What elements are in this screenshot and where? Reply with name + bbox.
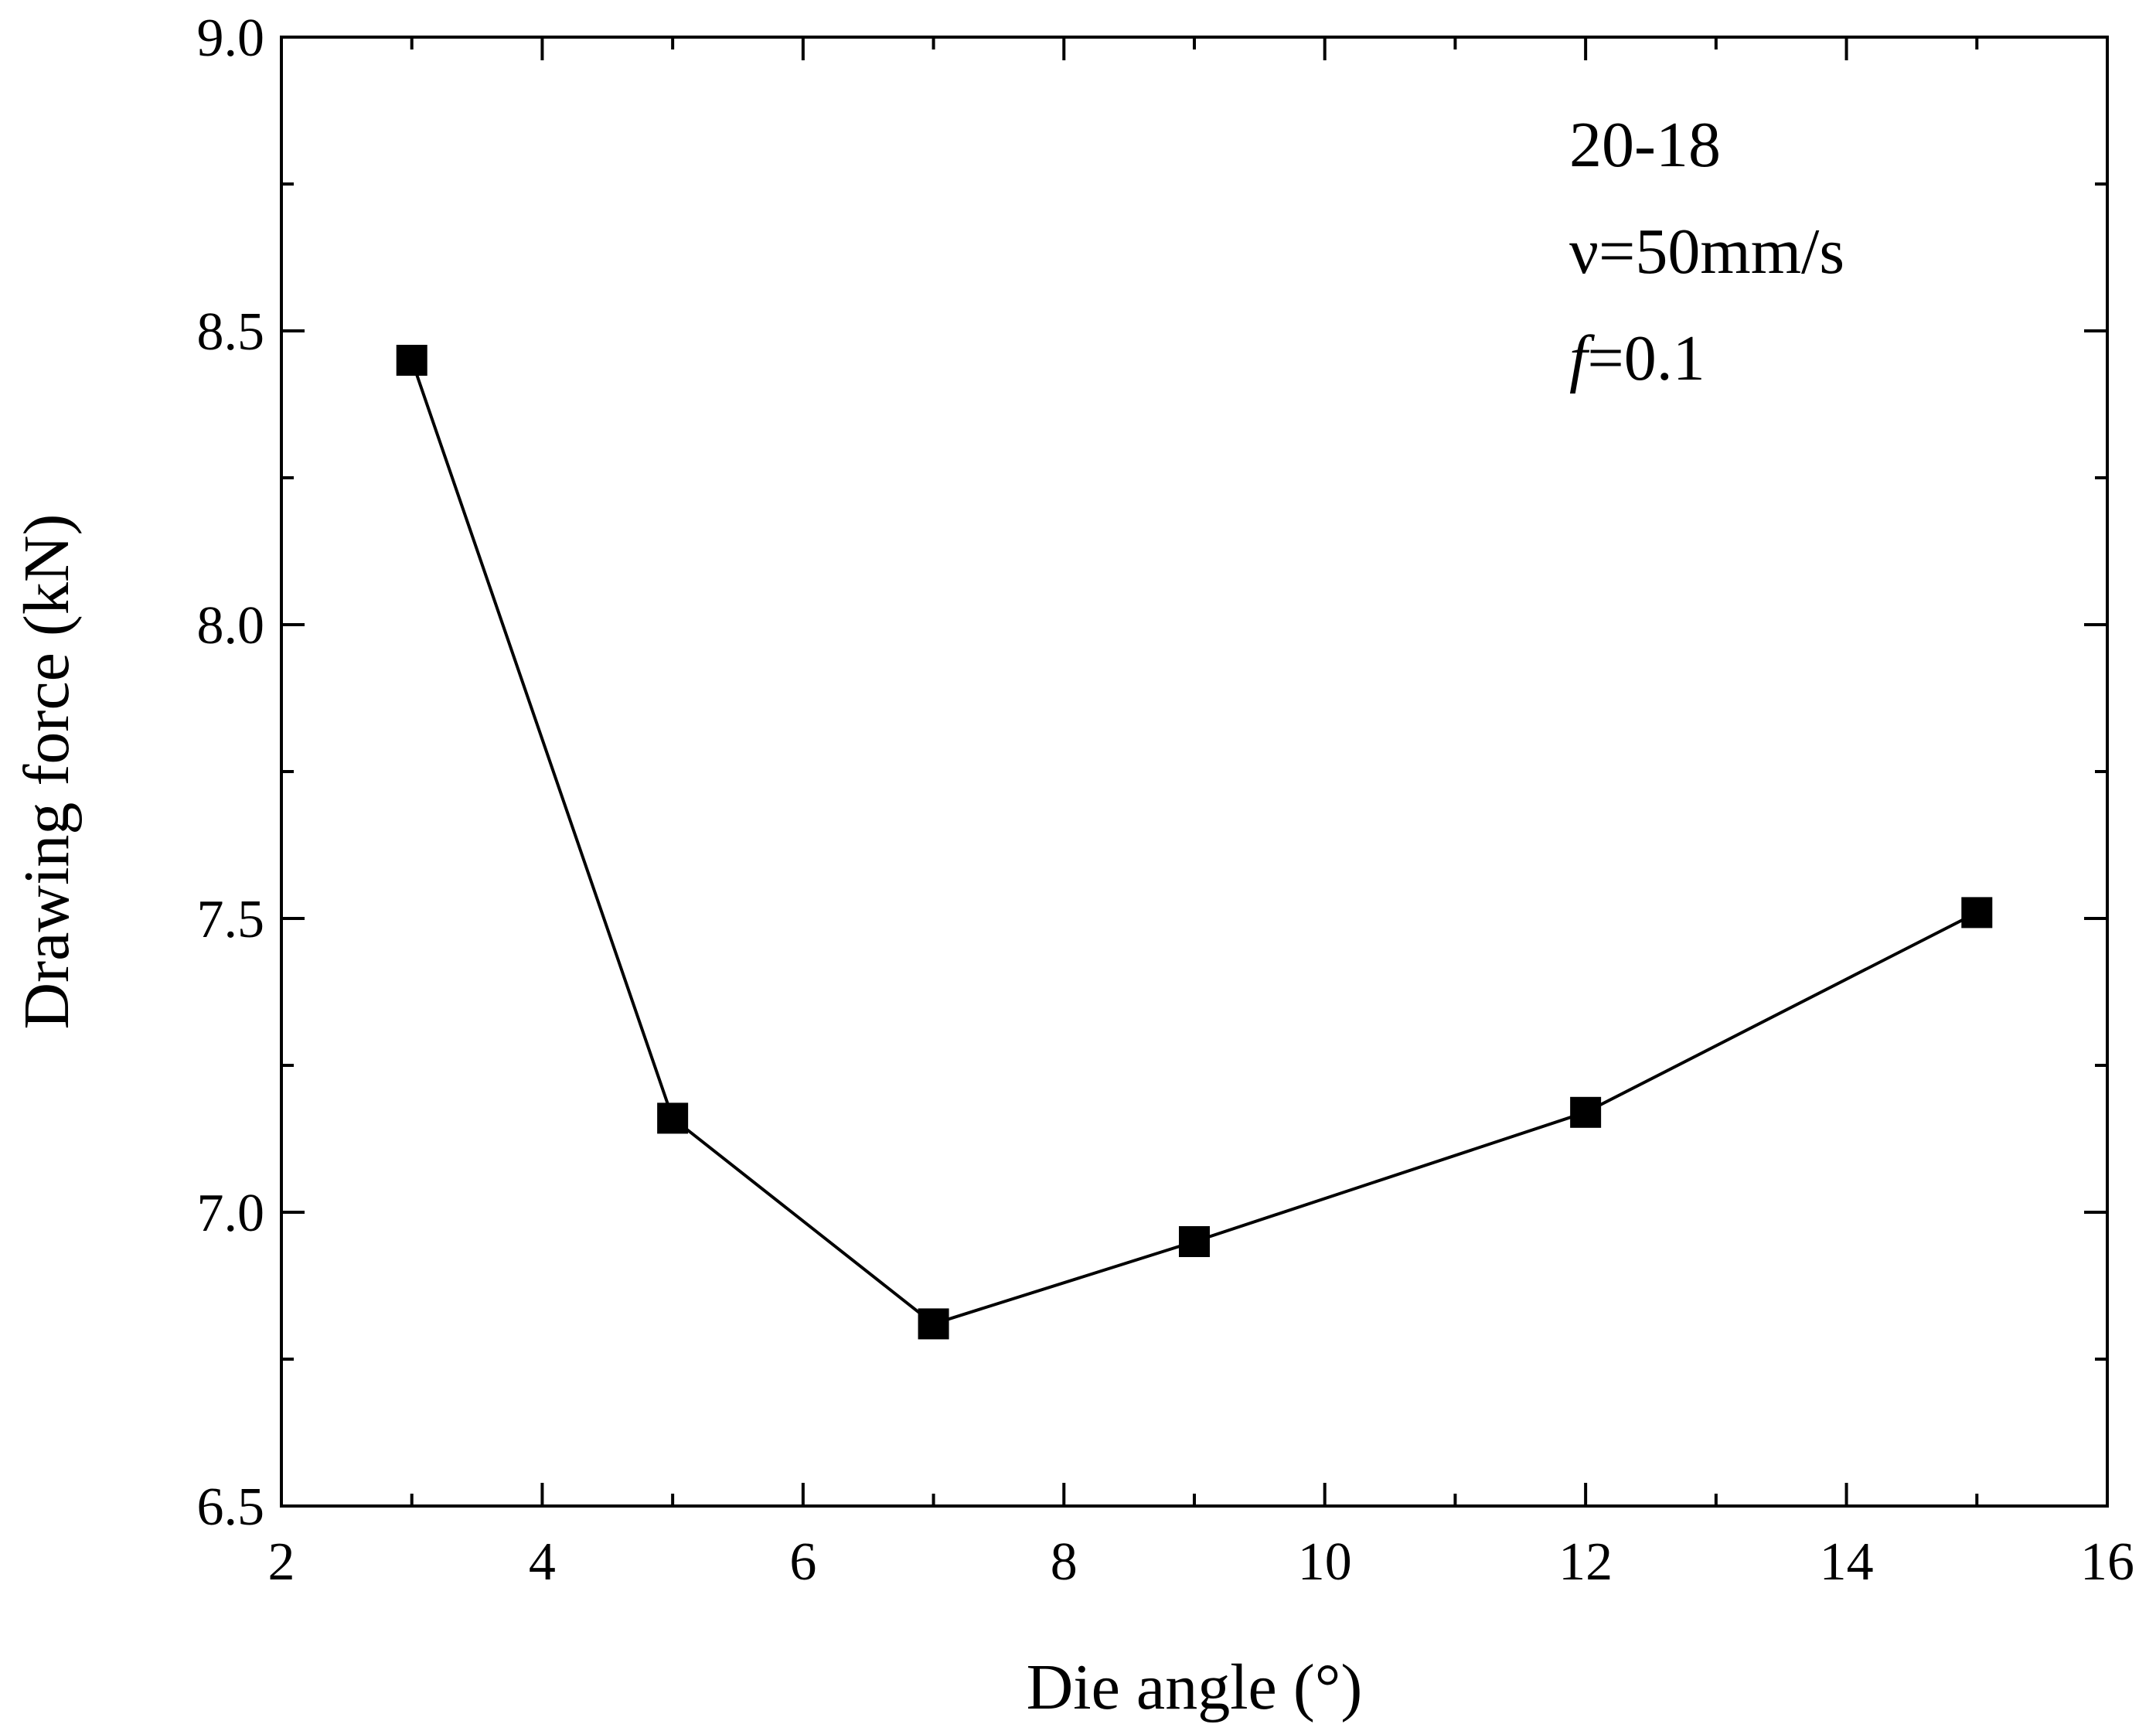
x-tick-label: 8 [1051, 1532, 1078, 1592]
plot-area: 2 4 6 8 10 12 14 16 6.5 7.0 7.5 8.0 8.5 9.0 Die angle … [11, 9, 2134, 1723]
data-point [396, 345, 427, 376]
y-tick-label: 7.5 [197, 890, 265, 949]
x-axis-label: Die angle (°) [1027, 1651, 1363, 1723]
x-tick-label: 14 [1820, 1532, 1874, 1592]
data-point [1961, 897, 1993, 929]
data-point [1179, 1226, 1210, 1257]
data-point [657, 1102, 689, 1134]
x-tick-label: 16 [2080, 1532, 2134, 1592]
annotation-line: 20-18 [1569, 109, 1721, 181]
data-point [918, 1308, 949, 1340]
y-tick-label: 7.0 [197, 1184, 265, 1243]
annotation-line: ν=50mm/s [1569, 216, 1844, 288]
x-tick-label: 2 [268, 1532, 295, 1592]
y-tick-label: 8.5 [197, 302, 265, 362]
x-tick-label: 12 [1558, 1532, 1613, 1592]
annotation-value: =0.1 [1587, 322, 1705, 394]
x-tick-label: 4 [529, 1532, 556, 1592]
annotation-line: f=0.1 [1569, 322, 1705, 394]
y-tick-label: 8.0 [197, 596, 265, 656]
data-point [1570, 1096, 1602, 1128]
y-axis-label: Drawing force (kN) [11, 513, 83, 1029]
y-tick-label: 9.0 [197, 9, 265, 68]
series-line [410, 359, 1978, 1326]
x-tick-label: 6 [789, 1532, 816, 1592]
y-tick-label: 6.5 [197, 1477, 265, 1537]
x-tick-label: 10 [1298, 1532, 1352, 1592]
